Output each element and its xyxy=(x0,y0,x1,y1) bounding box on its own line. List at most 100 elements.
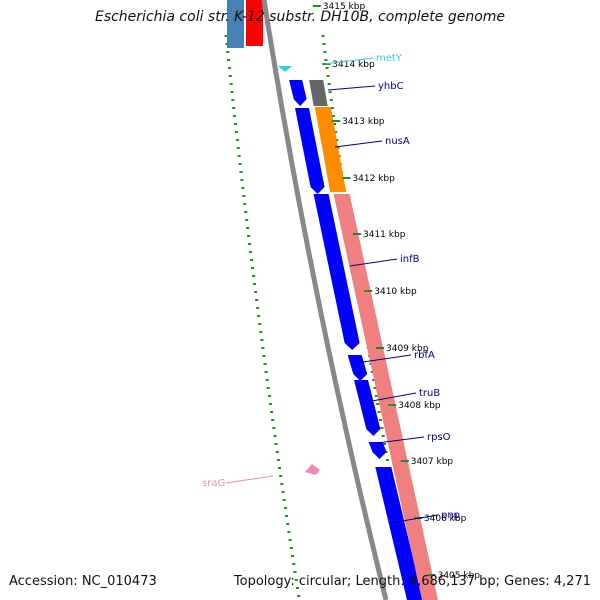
gc-mark-inner xyxy=(278,467,282,469)
gc-mark-inner xyxy=(276,459,280,461)
gene-label-infb: infB xyxy=(400,254,420,265)
gc-mark-inner xyxy=(227,67,231,69)
feature-rbfa xyxy=(347,355,368,381)
gc-mark-inner xyxy=(252,275,256,277)
gene-leader-line xyxy=(327,85,376,91)
gc-mark-outer xyxy=(370,371,374,373)
srna-marker-srag xyxy=(305,464,320,475)
gc-mark-outer xyxy=(376,403,380,405)
gc-mark-outer xyxy=(333,123,337,125)
gc-mark-inner xyxy=(233,115,237,117)
gc-mark-inner xyxy=(292,563,296,565)
gc-mark-inner xyxy=(265,379,269,381)
tick-label: 3405 kbp xyxy=(438,571,481,581)
gc-mark-outer xyxy=(323,51,327,53)
gc-mark-inner xyxy=(255,299,259,301)
gc-mark-outer xyxy=(334,131,338,133)
genome-summary-text: Topology: circular; Length: 4,686,137 bp… xyxy=(233,574,591,589)
gene-leader-line xyxy=(324,57,374,65)
trna-marker-mety xyxy=(278,66,292,72)
gc-mark-outer xyxy=(324,59,328,61)
gc-mark-outer xyxy=(378,419,382,421)
gc-mark-inner xyxy=(249,251,253,253)
gc-mark-outer xyxy=(326,75,330,77)
tick-label: 3413 kbp xyxy=(342,117,385,127)
gc-mark-inner xyxy=(230,91,234,93)
gc-mark-inner xyxy=(256,307,260,309)
gene-label-srag: sraG xyxy=(202,478,225,489)
feature-infb xyxy=(313,194,360,350)
gc-mark-inner xyxy=(257,315,261,317)
tick-label: 3415 kbp xyxy=(323,2,366,12)
feature-nusa xyxy=(294,108,325,194)
gc-mark-inner xyxy=(241,187,245,189)
gene-leader-line xyxy=(349,258,398,267)
gc-mark-inner xyxy=(294,579,298,581)
gc-mark-inner xyxy=(228,75,232,77)
gc-mark-inner xyxy=(237,155,241,157)
gc-mark-inner xyxy=(239,171,243,173)
gc-mark-outer xyxy=(383,443,387,445)
gc-mark-outer xyxy=(372,379,376,381)
feature-salmon-block xyxy=(333,194,438,600)
gc-mark-inner xyxy=(275,451,279,453)
feature-rpso xyxy=(368,442,387,459)
accession-text: Accession: NC_010473 xyxy=(9,574,157,589)
gc-mark-inner xyxy=(234,131,238,133)
gc-mark-inner xyxy=(288,539,292,541)
gc-mark-outer xyxy=(329,99,333,101)
gc-mark-inner xyxy=(281,491,285,493)
gc-mark-outer xyxy=(327,83,331,85)
gc-mark-inner xyxy=(283,507,287,509)
gc-mark-outer xyxy=(385,459,389,461)
gc-mark-inner xyxy=(268,403,272,405)
gc-mark-outer xyxy=(381,435,385,437)
gc-mark-outer xyxy=(321,35,325,37)
position-ticks: 3415 kbp 3414 kbp 3413 kbp 3412 kbp 3411 kbp… xyxy=(312,2,481,581)
gene-label-rpso: rpsO xyxy=(427,432,451,443)
gc-mark-inner xyxy=(274,443,278,445)
feature-grey-block xyxy=(309,80,328,106)
gc-mark-inner xyxy=(243,203,247,205)
gc-mark-inner xyxy=(295,587,299,589)
gc-mark-inner xyxy=(271,419,275,421)
tick-label: 3411 kbp xyxy=(363,230,406,240)
gc-mark-inner xyxy=(262,355,266,357)
gc-mark-inner xyxy=(232,107,236,109)
gc-mark-inner xyxy=(297,595,301,597)
backbone-line xyxy=(261,0,389,600)
gc-mark-inner xyxy=(264,371,268,373)
gc-mark-inner xyxy=(225,43,229,45)
gc-mark-inner xyxy=(280,483,284,485)
gc-mark-inner xyxy=(273,435,277,437)
gc-mark-inner xyxy=(244,211,248,213)
gc-mark-inner xyxy=(253,283,257,285)
gc-mark-inner xyxy=(248,243,252,245)
gc-mark-outer xyxy=(373,387,377,389)
gc-mark-inner xyxy=(272,427,276,429)
upstream-feature-blocks xyxy=(227,0,263,48)
gc-mark-inner xyxy=(236,147,240,149)
gc-mark-inner xyxy=(235,139,239,141)
gc-mark-outer xyxy=(322,43,326,45)
gene-leader-line xyxy=(371,392,417,402)
tick-label: 3406 kbp xyxy=(424,514,467,524)
gc-mark-inner xyxy=(266,387,270,389)
gc-mark-outer xyxy=(380,427,384,429)
feature-track xyxy=(278,66,438,600)
gc-mark-inner xyxy=(226,51,230,53)
gc-mark-outer xyxy=(374,395,378,397)
gc-mark-inner xyxy=(258,323,262,325)
gc-mark-inner xyxy=(247,235,251,237)
gene-leader-line xyxy=(334,140,383,148)
gc-mark-inner xyxy=(238,163,242,165)
gc-mark-inner xyxy=(246,227,250,229)
gc-mark-inner xyxy=(227,59,231,61)
gc-mark-inner xyxy=(270,411,274,413)
genome-backbone xyxy=(261,0,389,600)
gene-leader-line xyxy=(389,514,439,524)
gene-leader-line xyxy=(225,475,274,484)
gc-mark-inner xyxy=(285,515,289,517)
gene-leader-line xyxy=(376,436,425,444)
gene-label-yhbc: yhbC xyxy=(378,81,404,92)
